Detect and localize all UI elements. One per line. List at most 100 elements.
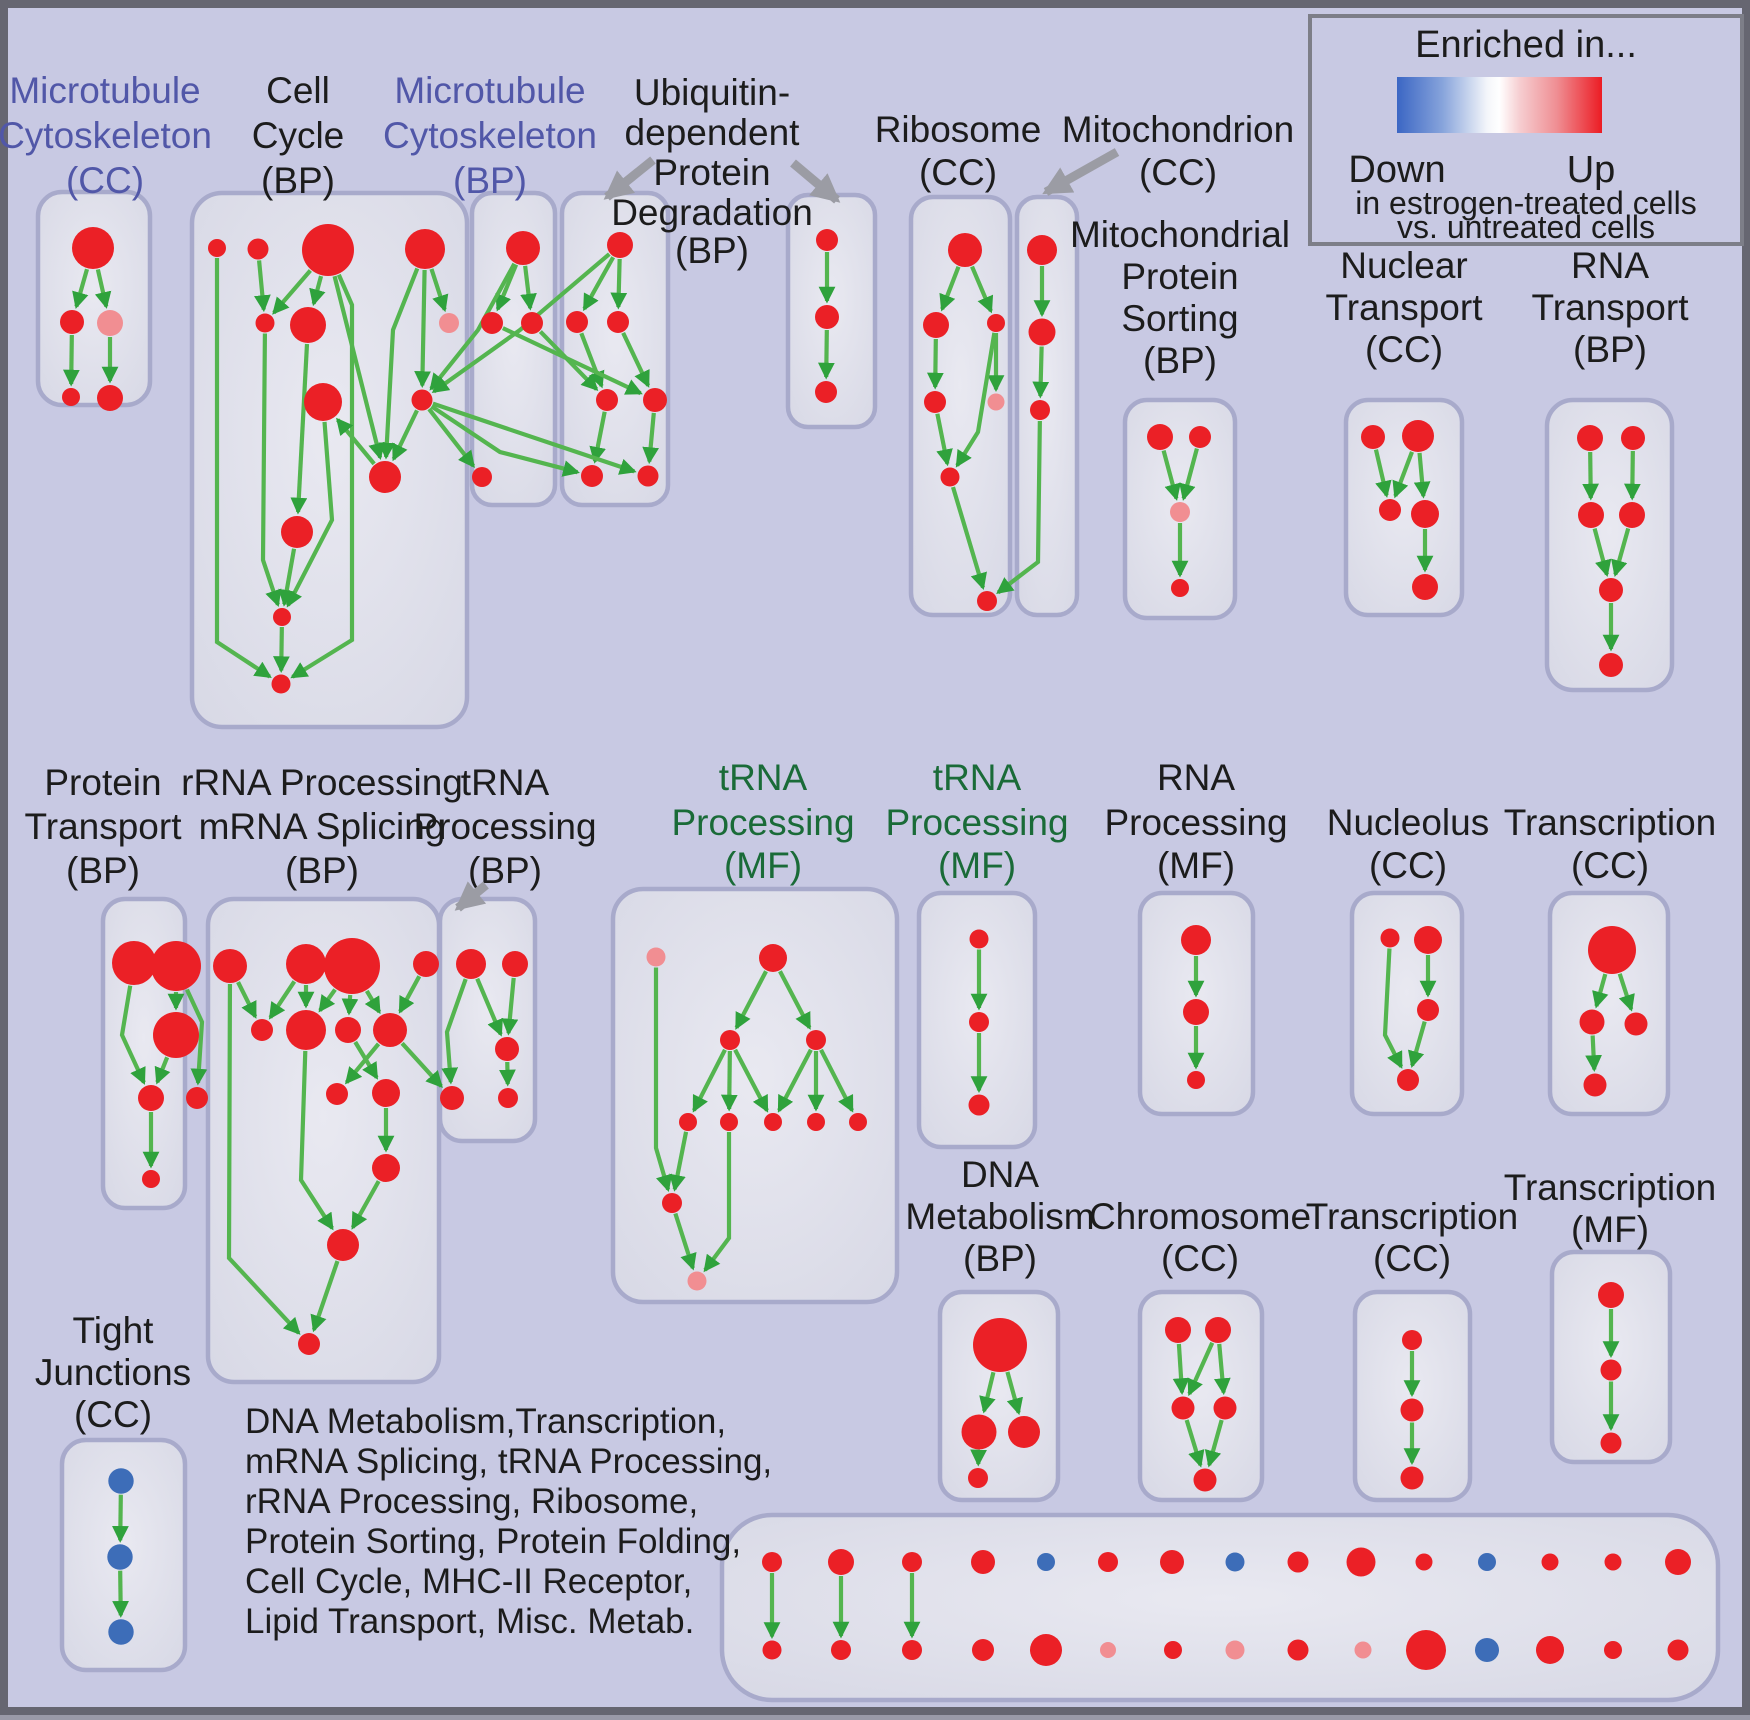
misc-metabolism-cluster-node — [1037, 1553, 1055, 1571]
cell-cycle-bp-node — [208, 239, 226, 257]
protein-transport-bp-node — [142, 1170, 160, 1188]
microtubule-cytoskeleton-bp-node — [521, 312, 543, 334]
misc-cluster-text: DNA Metabolism,Transcription, mRNA Splic… — [245, 1402, 772, 1641]
ubiquitin-dependent-protein-degradation-bp-label: (BP) — [675, 230, 749, 271]
ubiquitin-degradation-chain-node — [815, 381, 837, 403]
transcription-cc-row2-node — [1625, 1013, 1648, 1036]
transcription-mf-node — [1601, 1360, 1622, 1381]
protein-transport-bp-node — [153, 1012, 199, 1058]
cell-cycle-bp-node — [256, 314, 275, 333]
transcription-cc-row2-node — [1584, 1074, 1607, 1097]
ubiquitin-dependent-protein-degradation-bp-node — [638, 466, 659, 487]
microtubule-cytoskeleton-cc-label: Microtubule — [9, 70, 200, 111]
cell-cycle-bp-label: Cell — [266, 70, 330, 111]
tight-junctions-cc-label: Tight — [73, 1310, 155, 1351]
chromosome-cc-node — [1214, 1397, 1237, 1420]
misc-metabolism-cluster-node — [1416, 1554, 1433, 1571]
ubiquitin-dependent-protein-degradation-bp-label: Degradation — [611, 192, 813, 233]
misc-text-line: mRNA Splicing, tRNA Processing, — [245, 1442, 772, 1481]
trna-processing-mf-large-node — [759, 944, 787, 972]
misc-metabolism-cluster-node — [1288, 1640, 1309, 1661]
rrna-processing-mrna-splicing-bp-edge — [349, 995, 350, 1013]
nucleolus-cc-label: (CC) — [1369, 845, 1447, 886]
misc-text-line: Protein Sorting, Protein Folding, — [245, 1522, 741, 1561]
trna-processing-mf-large-node — [764, 1113, 782, 1131]
cell-cycle-bp-edge — [281, 627, 282, 671]
dna-metabolism-bp-node — [973, 1318, 1027, 1372]
misc-metabolism-cluster-node — [1030, 1634, 1062, 1666]
chromosome-cc-node — [1165, 1317, 1191, 1343]
transcription-mf-node — [1598, 1282, 1624, 1308]
tight-junctions-cc-node — [108, 1619, 133, 1644]
microtubule-cytoskeleton-bp-node — [506, 231, 540, 265]
misc-metabolism-cluster-node — [971, 1550, 995, 1574]
misc-metabolism-cluster-node — [1347, 1548, 1376, 1577]
cell-cycle-bp-node — [412, 390, 433, 411]
trna-processing-mf-large-node — [806, 1030, 826, 1050]
microtubule-cytoskeleton-bp-node — [472, 467, 492, 487]
microtubule-cytoskeleton-cc-node — [72, 227, 114, 269]
trna-processing-bp-label: tRNA — [461, 762, 550, 803]
protein-transport-bp-label: Transport — [25, 806, 183, 847]
misc-metabolism-cluster-node — [1542, 1554, 1559, 1571]
cell-cycle-bp-node — [290, 307, 326, 343]
rrna-processing-mrna-splicing-bp-label: mRNA Splicing — [199, 806, 446, 847]
microtubule-cytoskeleton-cc-box — [38, 192, 150, 405]
misc-metabolism-cluster-node — [1098, 1552, 1118, 1572]
rrna-processing-mrna-splicing-bp-node — [298, 1333, 320, 1355]
rrna-processing-mrna-splicing-bp-node — [372, 1079, 400, 1107]
misc-text-line: DNA Metabolism,Transcription, — [245, 1402, 726, 1441]
microtubule-cytoskeleton-cc-node — [97, 310, 123, 336]
ribosome-cc-node — [988, 394, 1005, 411]
trna-processing-bp-node — [495, 1037, 519, 1061]
rna-processing-mf-label: RNA — [1157, 757, 1235, 798]
rna-processing-mf-label: (MF) — [1157, 845, 1235, 886]
misc-metabolism-cluster-node — [1406, 1630, 1446, 1670]
trna-processing-bp-node — [440, 1086, 464, 1110]
dna-metabolism-bp-label: (BP) — [963, 1238, 1037, 1279]
misc-metabolism-cluster-node — [828, 1549, 854, 1575]
ubiquitin-dependent-protein-degradation-bp-node — [607, 232, 633, 258]
mitochondrial-protein-sorting-bp-node — [1189, 426, 1211, 448]
microtubule-cytoskeleton-cc-node — [97, 385, 123, 411]
rrna-processing-mrna-splicing-bp-node — [335, 1017, 361, 1043]
misc-metabolism-cluster-node — [972, 1639, 994, 1661]
rna-processing-mf-node — [1187, 1071, 1205, 1089]
cell-cycle-bp-node — [273, 608, 291, 626]
transcription-cc-row3-node — [1401, 1467, 1424, 1490]
rna-processing-mf-node — [1181, 925, 1211, 955]
misc-text-line: Cell Cycle, MHC-II Receptor, — [245, 1562, 692, 1601]
rna-transport-bp-node — [1621, 426, 1645, 450]
ubiquitin-dependent-protein-degradation-bp-node — [581, 465, 603, 487]
trna-processing-mf-large-node — [662, 1193, 682, 1213]
cell-cycle-bp-node — [439, 313, 459, 333]
ribosome-cc-label: Ribosome — [875, 109, 1042, 150]
misc-metabolism-cluster-node — [1226, 1641, 1245, 1660]
rrna-processing-mrna-splicing-bp-node — [286, 944, 326, 984]
trna-processing-mf-large-node — [679, 1113, 697, 1131]
trna-processing-mf-small-node — [970, 930, 989, 949]
ubiquitin-dependent-protein-degradation-bp-node — [607, 311, 629, 333]
mitochondrial-protein-sorting-bp-node — [1171, 579, 1189, 597]
trna-processing-bp-node — [456, 949, 486, 979]
dna-metabolism-bp-node — [968, 1468, 988, 1488]
microtubule-cytoskeleton-cc-label: (CC) — [66, 160, 144, 201]
legend: Enriched in... Down Up in estrogen-treat… — [1310, 16, 1742, 245]
misc-metabolism-cluster-node — [1605, 1554, 1622, 1571]
tight-junctions-cc-node — [108, 1468, 133, 1493]
nucleolus-cc-label: Nucleolus — [1327, 802, 1489, 843]
transcription-cc-row2-edge — [1593, 1035, 1595, 1069]
ribosome-cc-node — [987, 314, 1005, 332]
misc-metabolism-cluster-node — [831, 1640, 851, 1660]
chromosome-cc-node — [1172, 1397, 1195, 1420]
rna-processing-mf-label: Processing — [1104, 802, 1287, 843]
misc-metabolism-cluster-node — [762, 1552, 782, 1572]
rna-transport-bp-label: Transport — [1532, 287, 1690, 328]
cell-cycle-bp-node — [248, 239, 269, 260]
misc-metabolism-cluster-node — [902, 1552, 922, 1572]
misc-metabolism-cluster-node — [1668, 1640, 1689, 1661]
misc-metabolism-cluster-node — [1288, 1552, 1309, 1573]
rrna-processing-mrna-splicing-bp-label: (BP) — [285, 850, 359, 891]
mitochondrial-protein-sorting-bp-node — [1147, 424, 1173, 450]
